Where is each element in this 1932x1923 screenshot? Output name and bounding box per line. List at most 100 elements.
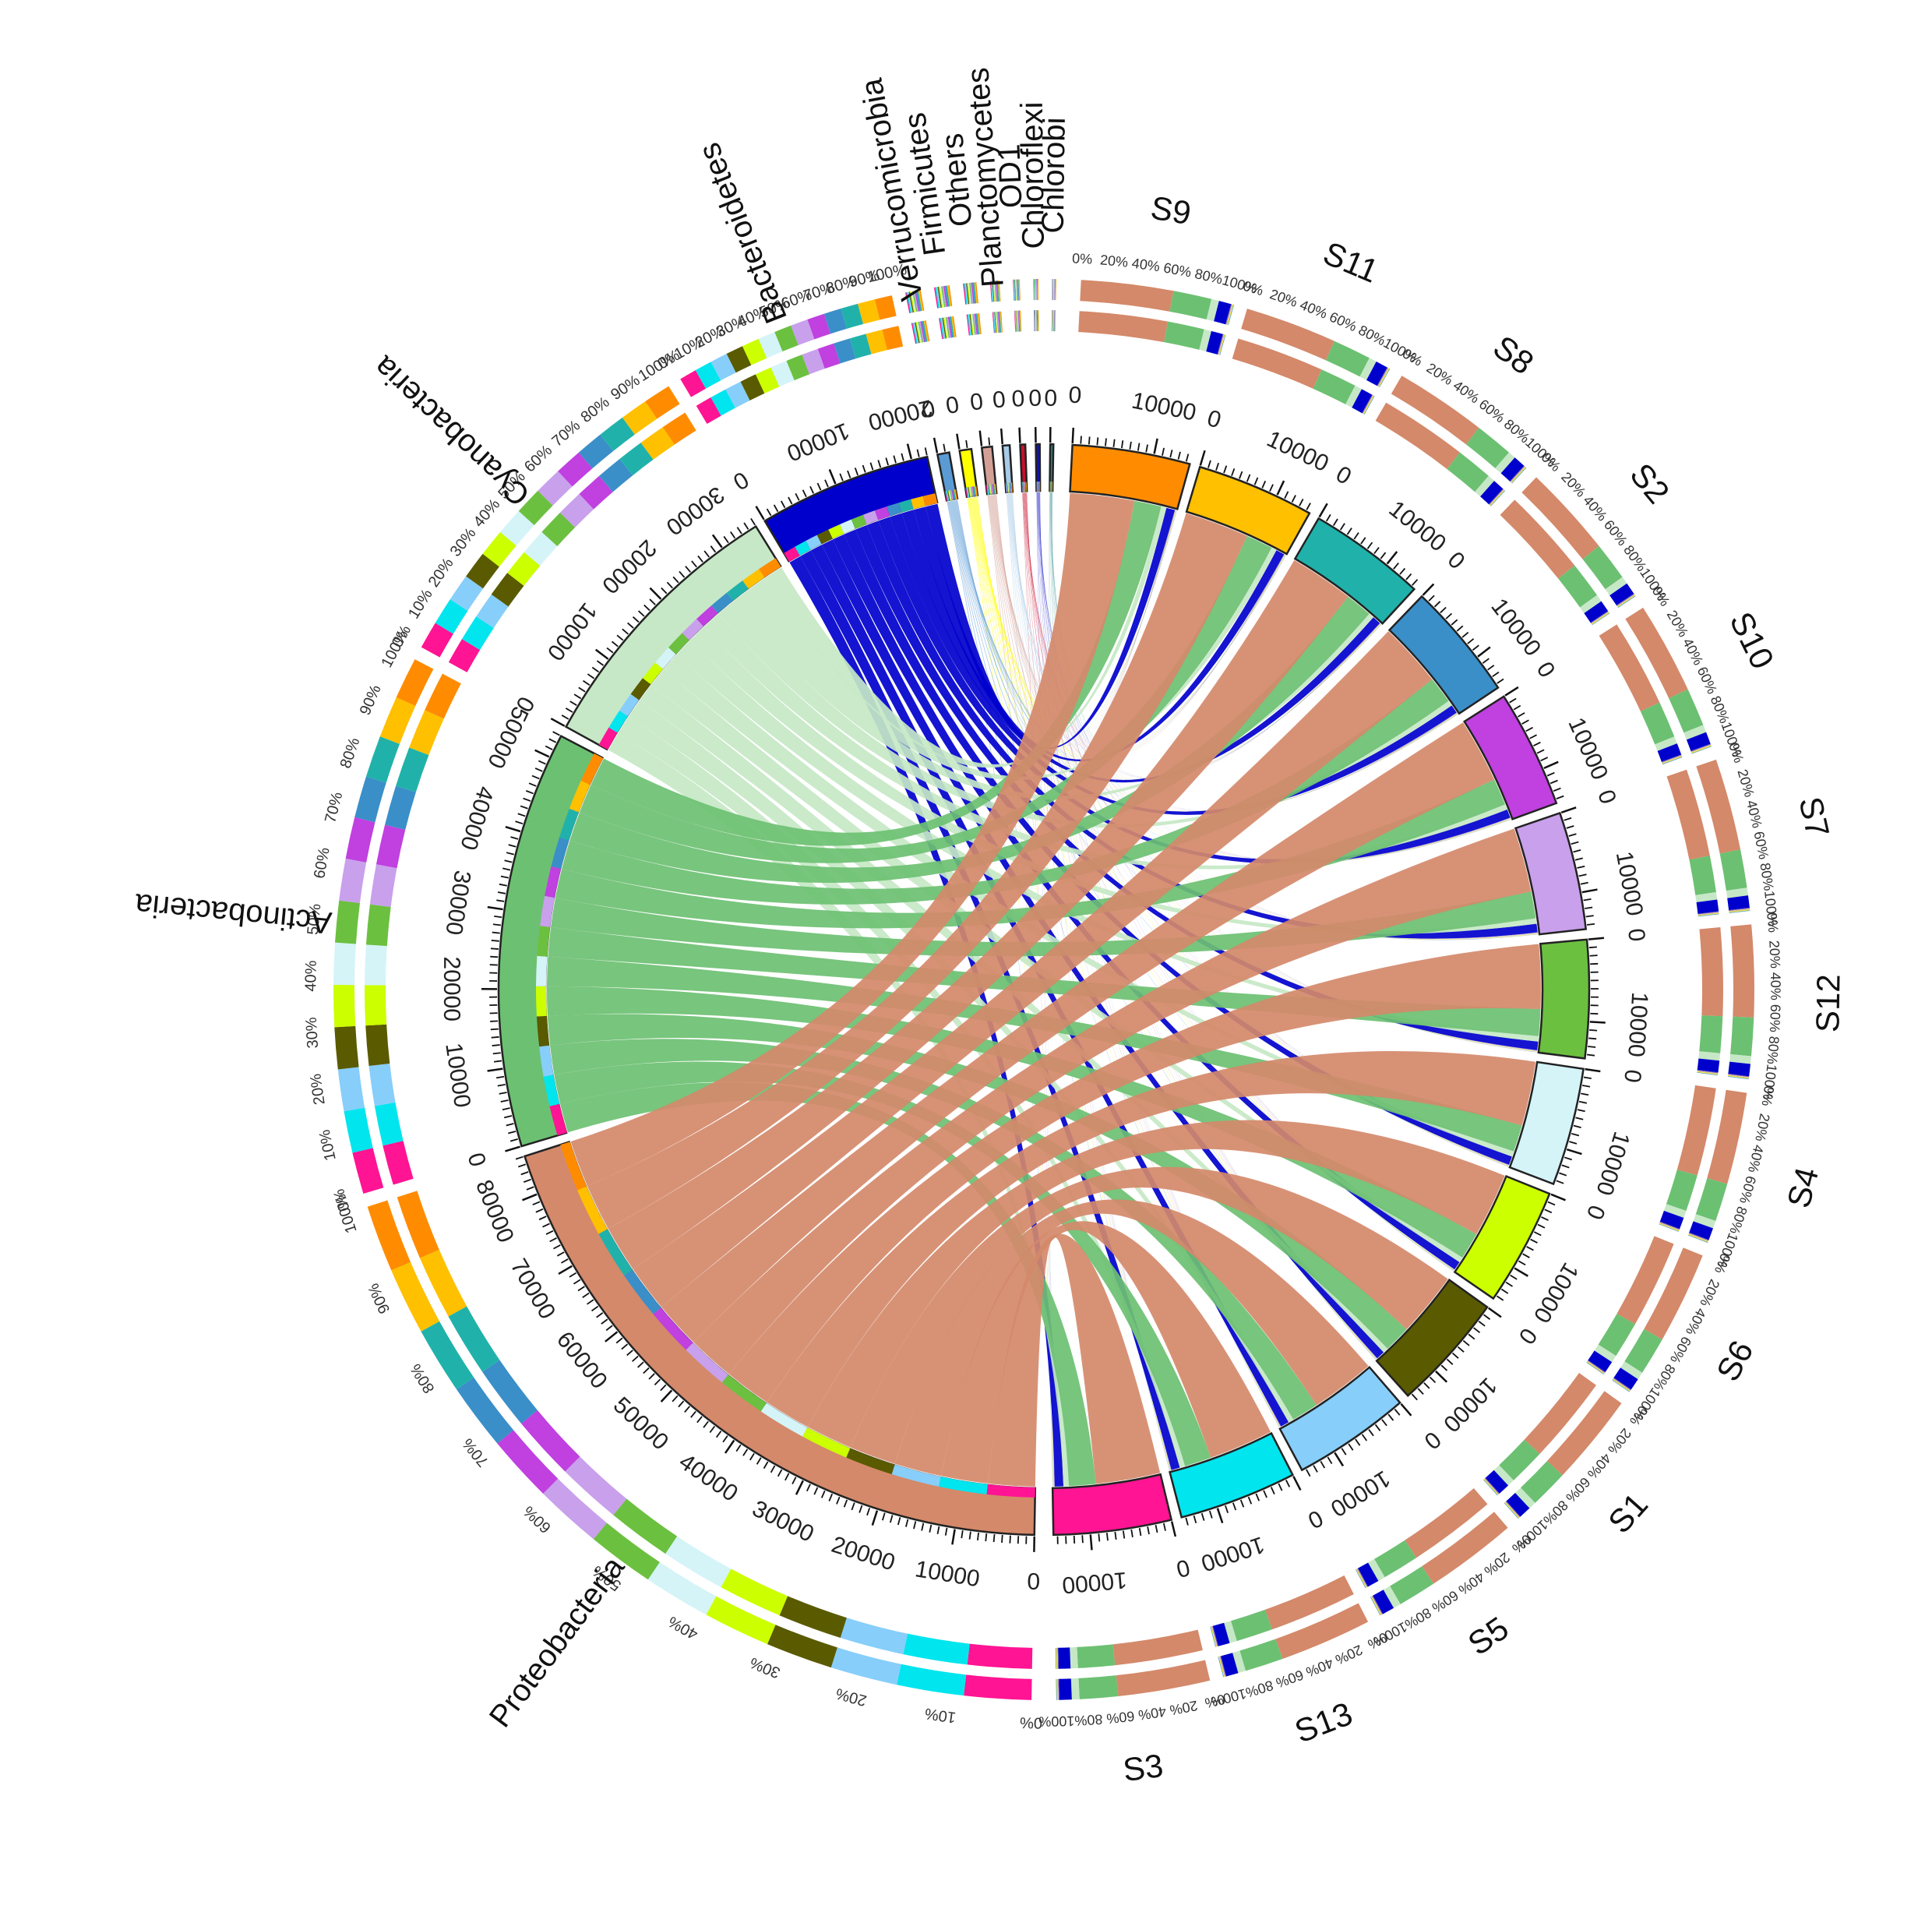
composition-segment — [974, 313, 978, 335]
composition-segment — [1056, 1647, 1058, 1669]
sample-arc-s9 — [1069, 443, 1191, 510]
composition-segment — [1697, 1058, 1720, 1073]
composition-segment — [1707, 1089, 1747, 1184]
composition-segment — [1211, 1626, 1217, 1647]
phylum-inner-stripe — [598, 1229, 633, 1276]
phylum-inner-stripe — [986, 1484, 1035, 1498]
axis-tick — [1137, 443, 1141, 451]
composition-segment — [680, 370, 707, 397]
axis-tick — [1411, 1393, 1418, 1401]
sample-arc-s1 — [1375, 1278, 1489, 1398]
percent-tick-label: 40% — [1768, 972, 1783, 1000]
phylum-inner-stripe — [972, 486, 975, 497]
composition-segment — [1058, 1647, 1071, 1669]
composition-segment — [1690, 743, 1711, 752]
composition-segment — [578, 434, 614, 469]
composition-segment — [1659, 1221, 1680, 1230]
percent-tick-label: 10% — [405, 586, 436, 622]
composition-segment — [1657, 743, 1682, 762]
composition-segment — [1640, 702, 1675, 745]
phylum-inner-stripe — [1022, 482, 1024, 492]
composition-segment — [1691, 746, 1712, 754]
composition-segment — [619, 443, 654, 476]
percent-tick-label: 10% — [316, 1128, 340, 1163]
composition-segment — [1659, 1223, 1680, 1231]
composition-segment — [541, 512, 576, 546]
composition-segment — [1013, 279, 1015, 301]
axis-tick — [1578, 873, 1587, 877]
composition-segment — [1676, 1085, 1716, 1176]
percent-tick-label: 100% — [1038, 1713, 1074, 1730]
axis-tick — [889, 1515, 894, 1523]
composition-segment — [662, 412, 696, 445]
composition-segment — [1485, 1470, 1509, 1494]
phylum-inner-stripe — [1037, 482, 1038, 492]
composition-segment — [1662, 754, 1682, 763]
axis-tick — [561, 1258, 569, 1264]
composition-segment — [1514, 1487, 1535, 1508]
composition-segment — [448, 639, 481, 672]
phylum-inner-stripe — [989, 484, 991, 495]
axis-tick — [1291, 495, 1296, 503]
composition-segment — [941, 286, 946, 308]
composition-segment — [1587, 1360, 1606, 1373]
axis-tick — [1306, 503, 1311, 510]
axis-tick — [906, 443, 913, 460]
composition-segment — [1368, 1558, 1385, 1581]
phylum-inner-stripe — [1021, 482, 1023, 492]
composition-segment — [1510, 465, 1525, 482]
composition-segment — [944, 285, 949, 307]
axis-tick — [1472, 644, 1479, 651]
axis-tick — [1422, 583, 1435, 596]
phylum-inner-stripe — [726, 580, 749, 601]
axis-tick — [587, 1299, 594, 1305]
composition-segment — [1662, 756, 1683, 764]
phylum-inner-stripe — [1026, 482, 1028, 492]
composition-segment — [996, 312, 999, 333]
composition-segment — [1616, 594, 1635, 607]
tick-label: 0 — [1028, 384, 1042, 410]
composition-segment — [918, 321, 923, 343]
composition-segment — [419, 1249, 467, 1317]
axis-tick — [548, 738, 557, 743]
axis-tick — [756, 1457, 762, 1465]
axis-tick — [1208, 1510, 1213, 1519]
percent-tick-label: 80% — [407, 1360, 439, 1396]
composition-segment — [1362, 394, 1373, 414]
composition-segment — [368, 1063, 396, 1106]
phylum-inner-stripe — [953, 489, 956, 500]
composition-segment — [1696, 899, 1719, 914]
axis-tick — [1223, 465, 1228, 474]
composition-segment — [1206, 298, 1219, 322]
tick-label: 0 — [919, 394, 937, 422]
axis-tick — [1246, 474, 1251, 482]
composition-segment — [858, 299, 880, 324]
composition-segment — [456, 1377, 514, 1444]
composition-segment — [1016, 310, 1018, 332]
tick-label: 10000 — [1384, 496, 1451, 557]
composition-segment — [1728, 1074, 1750, 1078]
composition-segment — [1613, 1378, 1631, 1391]
axis-tick — [504, 1115, 513, 1119]
composition-segment — [448, 1306, 500, 1372]
phylum-inner-stripe — [1006, 482, 1008, 493]
axis-tick — [493, 1060, 502, 1063]
axis-tick — [871, 1510, 879, 1526]
tick-label: 0 — [1011, 384, 1025, 411]
composition-segment — [993, 281, 996, 302]
axis-tick — [1169, 450, 1173, 458]
composition-segment — [1054, 279, 1055, 301]
composition-segment — [913, 291, 919, 312]
percent-tick-label: 0% — [1764, 912, 1781, 933]
axis-tick — [924, 447, 928, 456]
composition-segment — [936, 287, 941, 309]
composition-segment — [482, 1360, 538, 1424]
axis-tick — [1292, 1476, 1302, 1491]
composition-segment — [1017, 310, 1018, 332]
composition-segment — [1659, 1221, 1680, 1230]
axis-tick — [1544, 1208, 1553, 1214]
tick-label: 10000 — [1438, 1372, 1502, 1437]
composition-segment — [379, 697, 416, 744]
composition-segment — [1688, 1233, 1708, 1243]
